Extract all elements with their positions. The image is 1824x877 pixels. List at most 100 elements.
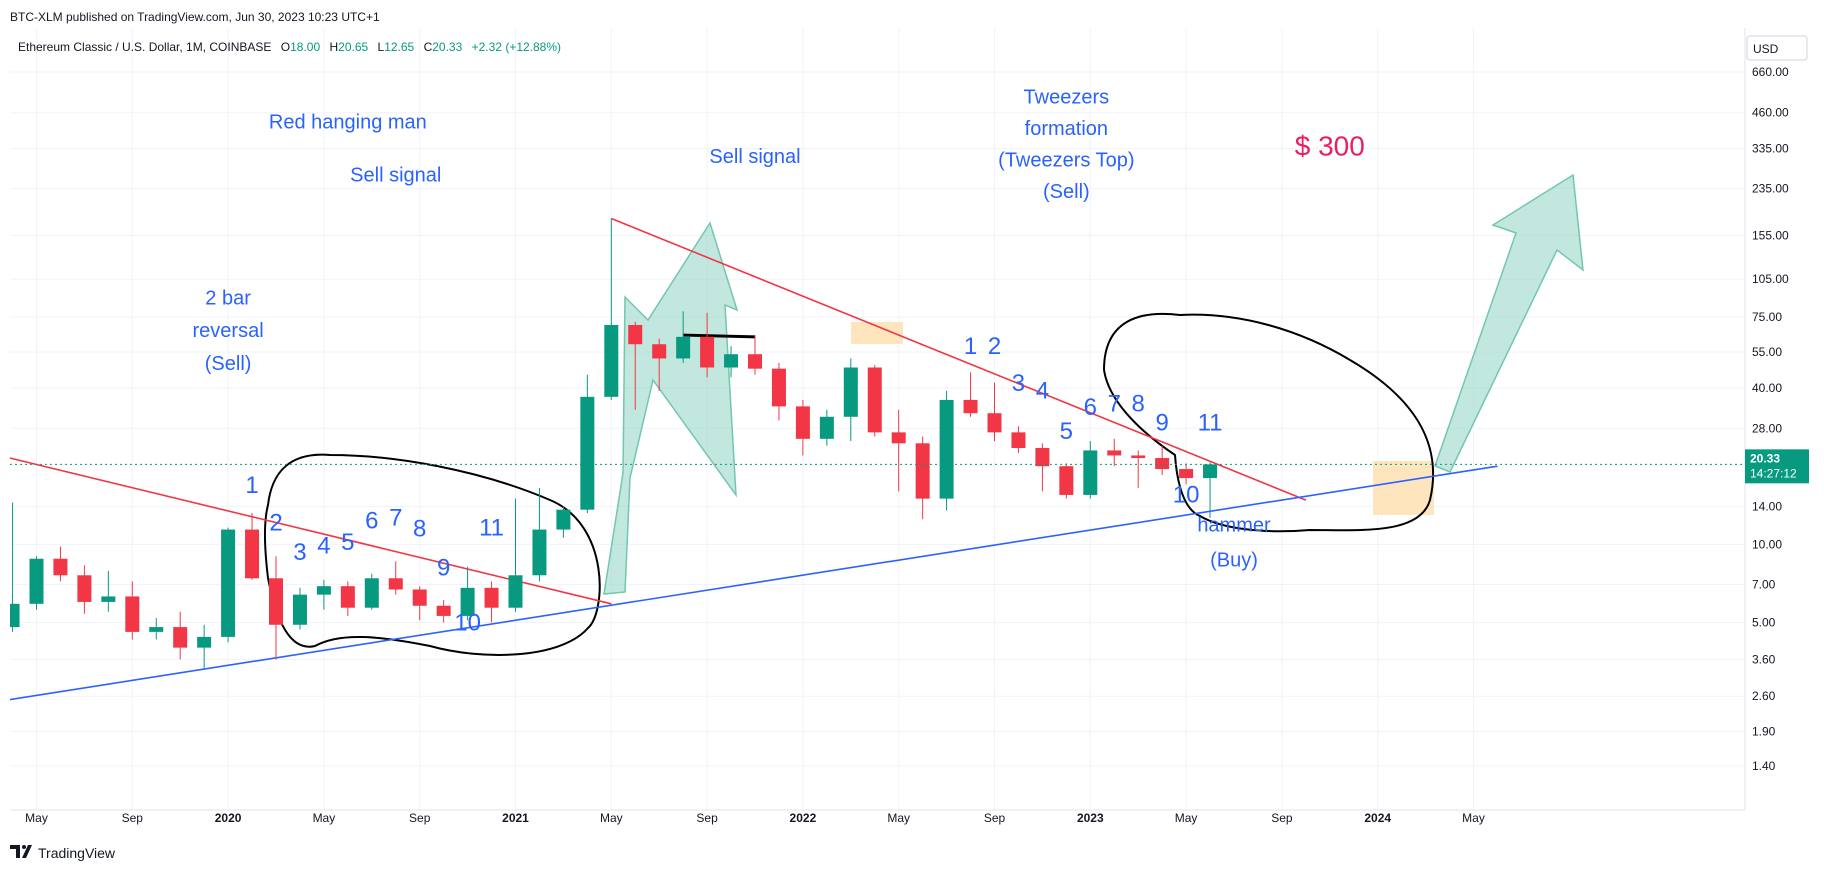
- time-tick-label: Sep: [696, 811, 718, 825]
- annotation-bar2-line3[interactable]: (Sell): [205, 353, 252, 375]
- annotation-n2022-4[interactable]: 4: [1036, 377, 1049, 404]
- annotation-hammer-line1[interactable]: hammer: [1197, 515, 1271, 537]
- annotation-n2022-3[interactable]: 3: [1012, 370, 1025, 397]
- trendline-neckline[interactable]: [683, 333, 756, 339]
- annotation-n2022-2[interactable]: 2: [988, 333, 1001, 360]
- candle: [340, 581, 355, 616]
- candle: [867, 365, 882, 437]
- candle: [125, 581, 140, 640]
- price-tick-label: 660.00: [1752, 65, 1789, 79]
- green-arrow-2023[interactable]: [1434, 173, 1584, 473]
- candle: [245, 513, 260, 580]
- time-axis[interactable]: May Sep 2020 May Sep 2021 May Sep 2022 May Sep 2023…: [25, 811, 1485, 825]
- annotation-n2020-5[interactable]: 5: [341, 529, 354, 556]
- annotation-n2020-3[interactable]: 3: [293, 539, 306, 566]
- candle-body: [316, 586, 331, 595]
- annotation-tweezers-line2[interactable]: formation: [1025, 118, 1108, 140]
- price-tick-label: 40.00: [1752, 381, 1782, 395]
- annotation-n2020-7[interactable]: 7: [389, 505, 402, 532]
- candle: [364, 573, 379, 610]
- candle: [1035, 443, 1050, 492]
- candle: [748, 335, 762, 375]
- annotation-n2022-8[interactable]: 8: [1132, 390, 1145, 417]
- annotation-red-hanging-man[interactable]: Red hanging man: [269, 111, 427, 133]
- annotation-n2020-4[interactable]: 4: [317, 533, 330, 560]
- annotation-n2022-5[interactable]: 5: [1060, 418, 1073, 445]
- time-tick-label: Sep: [409, 811, 431, 825]
- annotation-hammer-line2[interactable]: (Buy): [1210, 550, 1258, 572]
- candle: [1059, 463, 1074, 499]
- price-tick-label: 14.00: [1752, 499, 1782, 513]
- price-axis[interactable]: 660.00 460.00 335.00 235.00 155.00 105.00 75.0…: [1752, 65, 1789, 773]
- price-tick-label: 1.40: [1752, 759, 1776, 773]
- candle: [532, 487, 547, 582]
- candle-body: [292, 594, 307, 625]
- time-tick-label: May: [1462, 811, 1485, 825]
- published-caption: BTC-XLM published on TradingView.com, Ju…: [10, 10, 380, 24]
- annotation-n2020-11[interactable]: 11: [479, 515, 504, 542]
- annotation-n2022-1[interactable]: 1: [964, 333, 977, 360]
- annotation-n2020-1[interactable]: 1: [245, 472, 258, 499]
- trendline-support-line[interactable]: [0, 465, 1498, 703]
- candle: [29, 556, 44, 610]
- candle: [436, 600, 451, 623]
- green-arrow-2021[interactable]: [603, 221, 739, 595]
- annotation-sell-signal-1[interactable]: Sell signal: [350, 164, 441, 186]
- candle-body: [221, 529, 236, 637]
- candle-body: [412, 589, 427, 606]
- candle: [173, 611, 188, 660]
- candle: [1083, 441, 1098, 499]
- candle-body: [604, 324, 619, 397]
- candle-body: [556, 509, 571, 530]
- trendline-upper-resistance-2019[interactable]: [0, 453, 612, 605]
- candles: [10, 218, 1218, 670]
- candle: [412, 586, 427, 621]
- legend-row[interactable]: Ethereum Classic / U.S. Dollar, 1M, COIN…: [18, 40, 561, 54]
- annotation-n2020-2[interactable]: 2: [269, 510, 282, 537]
- candle: [484, 581, 499, 623]
- candle-body: [724, 354, 739, 368]
- candle: [987, 382, 1002, 442]
- annotation-tweezers-line3[interactable]: (Tweezers Top): [998, 149, 1134, 171]
- tradingview-logo[interactable]: TradingView: [10, 845, 116, 861]
- candle: [388, 561, 403, 595]
- candle-body: [748, 354, 762, 369]
- trendline-upper-resistance-2021[interactable]: [610, 217, 1307, 501]
- annotation-n2022-11[interactable]: 11: [1198, 409, 1223, 436]
- price-tick-label: 235.00: [1752, 181, 1789, 195]
- candle: [891, 409, 906, 492]
- legend-high-value: 20.65: [338, 40, 368, 54]
- annotation-n2020-10[interactable]: 10: [454, 610, 481, 637]
- candle-body: [1059, 466, 1074, 495]
- annotation-tweezers-line1[interactable]: Tweezers: [1024, 86, 1110, 108]
- candle-body: [939, 399, 954, 499]
- legend-low-value: 12.65: [384, 40, 414, 54]
- candle-body: [173, 627, 188, 648]
- annotation-bar2-line1[interactable]: 2 bar: [205, 287, 251, 309]
- annotation-sell-signal-2[interactable]: Sell signal: [709, 146, 800, 168]
- candle: [53, 546, 68, 582]
- candle: [963, 372, 978, 417]
- annotation-n2022-10[interactable]: 10: [1173, 481, 1200, 508]
- candle-body: [53, 558, 68, 576]
- candle: [460, 566, 475, 621]
- annotation-n2020-8[interactable]: 8: [413, 516, 426, 543]
- legend-change: +2.32 (+12.88%): [472, 40, 561, 54]
- candle: [1011, 426, 1026, 453]
- time-tick-label: May: [25, 811, 48, 825]
- annotation-bar2-line2[interactable]: reversal: [193, 320, 264, 342]
- time-tick-label: Sep: [122, 811, 144, 825]
- annotation-n2022-6[interactable]: 6: [1084, 394, 1097, 421]
- candle-body: [436, 605, 451, 616]
- time-tick-label: 2024: [1364, 811, 1391, 825]
- annotation-n2020-9[interactable]: 9: [437, 554, 450, 581]
- annotation-n2020-6[interactable]: 6: [365, 508, 378, 535]
- annotation-target[interactable]: $ 300: [1295, 130, 1365, 161]
- annotation-n2022-9[interactable]: 9: [1155, 409, 1168, 436]
- currency-button[interactable]: USD: [1753, 42, 1779, 56]
- candle: [77, 565, 92, 614]
- annotation-tweezers-line4[interactable]: (Sell): [1043, 181, 1090, 203]
- annotation-n2022-7[interactable]: 7: [1108, 390, 1121, 417]
- candle-body: [652, 344, 667, 359]
